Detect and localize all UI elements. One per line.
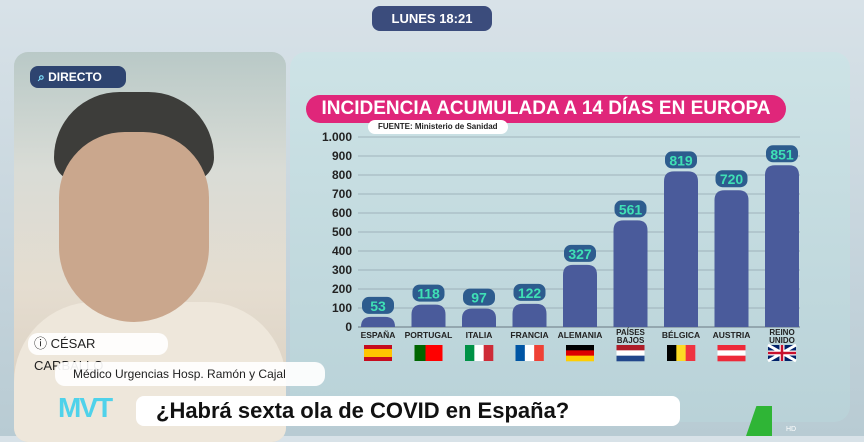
value-label-bg bbox=[665, 151, 697, 169]
y-tick-label: 400 bbox=[332, 244, 352, 258]
y-tick-label: 900 bbox=[332, 149, 352, 163]
flag-stripe bbox=[465, 345, 475, 361]
chart-title: INCIDENCIA ACUMULADA A 14 DÍAS EN EUROPA bbox=[306, 95, 786, 123]
search-icon: ⌕ bbox=[38, 70, 49, 84]
face bbox=[59, 132, 209, 322]
flag-stripe bbox=[524, 345, 535, 361]
flag-stripe bbox=[616, 350, 645, 356]
y-tick-label: 700 bbox=[332, 187, 352, 201]
live-label: DIRECTO bbox=[48, 70, 102, 84]
category-label: REINO bbox=[769, 328, 794, 337]
category-label: PORTUGAL bbox=[405, 330, 453, 340]
flag-stripe bbox=[364, 349, 392, 357]
category-label: AUSTRIA bbox=[713, 330, 751, 340]
value-label-bg bbox=[564, 244, 596, 262]
value-label: 122 bbox=[518, 285, 542, 301]
bar bbox=[462, 308, 496, 327]
value-label-bg bbox=[766, 145, 798, 163]
y-tick-label: 200 bbox=[332, 282, 352, 296]
flag-stripe bbox=[717, 350, 746, 356]
flag-stripe bbox=[616, 355, 645, 362]
flag-stripe bbox=[616, 345, 645, 351]
value-label-bg bbox=[614, 200, 647, 218]
bar bbox=[613, 220, 648, 327]
flag-stripe bbox=[768, 345, 796, 361]
value-label: 720 bbox=[720, 171, 744, 187]
bar bbox=[512, 303, 547, 327]
flag-stripe bbox=[474, 345, 484, 361]
info-icon: ⓘ bbox=[34, 336, 51, 351]
value-label: 819 bbox=[669, 152, 693, 168]
category-label: ITALIA bbox=[466, 330, 493, 340]
value-label-bg bbox=[715, 170, 748, 188]
value-label: 118 bbox=[417, 286, 440, 302]
value-label: 561 bbox=[619, 201, 643, 217]
flag-stripe bbox=[676, 345, 686, 361]
value-label: 97 bbox=[471, 290, 487, 306]
flag-stripe bbox=[414, 345, 426, 361]
bar bbox=[361, 316, 395, 327]
bar bbox=[411, 304, 446, 327]
y-tick-label: 300 bbox=[332, 263, 352, 277]
value-label: 851 bbox=[770, 146, 794, 162]
category-label: ALEMANIA bbox=[558, 330, 603, 340]
category-label: UNIDO bbox=[769, 336, 795, 345]
value-label-bg bbox=[463, 288, 495, 306]
flag-stripe bbox=[534, 345, 544, 361]
value-label: 53 bbox=[370, 298, 386, 314]
y-tick-label: 0 bbox=[345, 320, 352, 334]
flag-stripe bbox=[483, 345, 494, 361]
value-label: 327 bbox=[568, 246, 592, 262]
y-tick-label: 600 bbox=[332, 206, 352, 220]
live-badge: ⌕ DIRECTO bbox=[30, 66, 126, 88]
value-label-bg bbox=[412, 284, 445, 302]
value-label-bg bbox=[362, 296, 394, 314]
category-label: PAÍSES bbox=[616, 328, 645, 337]
category-label: BAJOS bbox=[617, 336, 645, 345]
y-tick-label: 1.000 bbox=[322, 130, 352, 144]
flag-stripe bbox=[685, 345, 696, 361]
bar bbox=[563, 264, 597, 327]
hd-badge: HD bbox=[786, 426, 797, 433]
flag-stripe bbox=[566, 345, 594, 351]
bar bbox=[765, 165, 799, 327]
flag-stripe bbox=[717, 345, 746, 351]
chart-source: FUENTE: Ministerio de Sanidad bbox=[368, 120, 508, 134]
y-tick-label: 800 bbox=[332, 168, 352, 182]
bar bbox=[664, 171, 698, 327]
category-label: FRANCIA bbox=[510, 330, 548, 340]
value-label-bg bbox=[513, 283, 546, 301]
bar bbox=[714, 190, 749, 327]
flag-stripe bbox=[566, 350, 594, 356]
y-tick-label: 500 bbox=[332, 225, 352, 239]
y-tick-label: 100 bbox=[332, 301, 352, 315]
channel-logo: MVT bbox=[58, 392, 113, 423]
clock-badge: LUNES 18:21 bbox=[372, 6, 492, 31]
flag-stripe bbox=[717, 355, 746, 362]
category-label: ESPAÑA bbox=[361, 330, 396, 340]
flag-stripe bbox=[515, 345, 526, 361]
guest-name-badge: ⓘ CÉSAR CARBALLO bbox=[28, 333, 168, 373]
category-label: BÉLGICA bbox=[662, 330, 700, 340]
guest-role: Médico Urgencias Hosp. Ramón y Cajal bbox=[55, 362, 325, 386]
flag-stripe bbox=[667, 345, 677, 361]
flag-stripe bbox=[566, 355, 594, 362]
headline: ¿Habrá sexta ola de COVID en España? bbox=[136, 396, 680, 426]
